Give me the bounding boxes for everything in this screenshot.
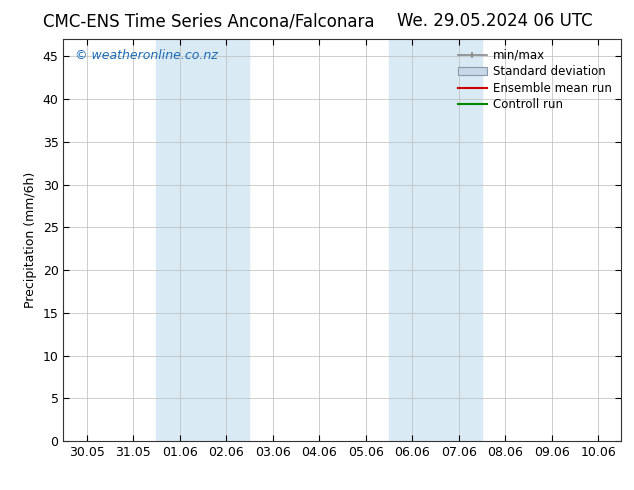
Bar	[389, 39, 482, 441]
Text: © weatheronline.co.nz: © weatheronline.co.nz	[75, 49, 217, 62]
Y-axis label: Precipitation (mm/6h): Precipitation (mm/6h)	[24, 172, 37, 308]
Bar	[157, 39, 249, 441]
Legend: min/max, Standard deviation, Ensemble mean run, Controll run: min/max, Standard deviation, Ensemble me…	[454, 45, 616, 115]
Text: We. 29.05.2024 06 UTC: We. 29.05.2024 06 UTC	[397, 12, 592, 30]
Text: CMC-ENS Time Series Ancona/Falconara: CMC-ENS Time Series Ancona/Falconara	[44, 12, 375, 30]
